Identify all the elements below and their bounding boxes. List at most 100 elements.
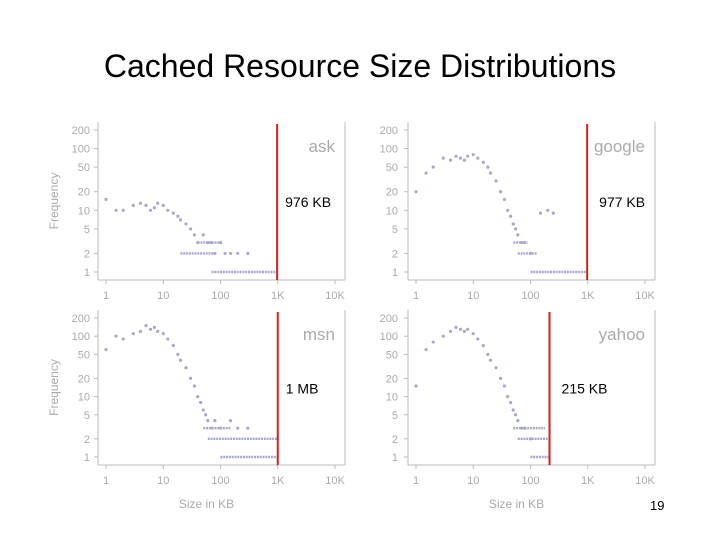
chart-google-point bbox=[481, 160, 485, 164]
chart-msn-point bbox=[201, 408, 205, 412]
chart-msn-y-tick-label: 20 bbox=[78, 373, 90, 385]
chart-msn-point bbox=[166, 337, 170, 341]
chart-msn-point bbox=[156, 329, 160, 334]
chart-msn-y-tick-label: 100 bbox=[72, 331, 90, 343]
chart-yahoo-point bbox=[431, 340, 435, 344]
chart-yahoo-x-tick-label: 10 bbox=[467, 475, 479, 487]
chart-yahoo-point bbox=[511, 408, 515, 412]
chart-ask-y-tick-label: 2 bbox=[84, 248, 90, 260]
chart-msn-point bbox=[121, 337, 125, 341]
chart-msn-point bbox=[204, 413, 208, 417]
chart-yahoo-x-tick-label: 100 bbox=[521, 475, 539, 487]
chart-ask-point bbox=[152, 206, 156, 210]
chart-msn-x-tick-label: 100 bbox=[211, 475, 229, 487]
chart-msn-y-axis-label: Frequency bbox=[47, 359, 61, 416]
chart-yahoo-y-tick-label: 1 bbox=[392, 452, 398, 464]
chart-msn-point bbox=[184, 366, 188, 370]
chart-google-point bbox=[458, 156, 463, 160]
chart-yahoo-point bbox=[462, 329, 466, 334]
chart-yahoo-point bbox=[516, 419, 520, 423]
chart-yahoo-x-tick-label: 1 bbox=[413, 475, 419, 487]
chart-google-point bbox=[498, 190, 503, 194]
chart-ask-point bbox=[176, 214, 180, 218]
chart-yahoo-point bbox=[488, 358, 493, 362]
chart-google-y-tick-label: 5 bbox=[392, 224, 398, 236]
chart-ask-x-tick-label: 1 bbox=[103, 290, 109, 302]
chart-msn-point bbox=[131, 332, 135, 336]
chart-msn-point bbox=[236, 426, 240, 430]
chart-ask-x-tick-label: 10 bbox=[157, 290, 169, 302]
chart-google-point bbox=[516, 233, 520, 237]
chart-yahoo-point bbox=[454, 325, 458, 329]
chart-yahoo-x-tick-label: 10K bbox=[635, 475, 655, 487]
chart-msn-point bbox=[161, 332, 165, 336]
chart-msn-point bbox=[206, 419, 210, 423]
chart-google-point bbox=[538, 211, 543, 215]
chart-google-point bbox=[511, 222, 515, 226]
chart-ask-site-label: ask bbox=[309, 137, 336, 156]
chart-ask-point bbox=[156, 201, 160, 205]
chart-yahoo-y-tick-label: 20 bbox=[386, 373, 398, 385]
chart-google-y-tick-label: 200 bbox=[380, 125, 398, 137]
chart-yahoo-point bbox=[494, 366, 498, 370]
chart-google-point bbox=[414, 190, 418, 194]
chart-msn-point bbox=[144, 323, 148, 328]
chart-yahoo-y-tick-label: 200 bbox=[380, 313, 398, 325]
chart-google-y-tick-label: 50 bbox=[386, 162, 398, 174]
chart-yahoo-point bbox=[481, 343, 485, 348]
chart-google-x-tick-label: 100 bbox=[521, 290, 539, 302]
chart-ask-point bbox=[188, 227, 193, 231]
chart-google-point bbox=[454, 154, 458, 158]
chart-yahoo-x-tick-label: 1K bbox=[581, 475, 595, 487]
chart-yahoo-point bbox=[448, 329, 453, 334]
slide-title: Cached Resource Size Distributions bbox=[103, 48, 617, 84]
chart-yahoo-point bbox=[458, 327, 463, 331]
chart-google-site-label: google bbox=[594, 137, 645, 156]
chart-msn-point bbox=[228, 419, 233, 423]
chart-yahoo-point bbox=[486, 352, 490, 356]
chart-yahoo-point bbox=[466, 327, 470, 331]
chart-google-point bbox=[502, 197, 506, 202]
chart-msn-point bbox=[176, 352, 180, 356]
chart-google-point bbox=[551, 211, 555, 215]
chart-yahoo-point bbox=[414, 384, 418, 388]
chart-ask-point bbox=[192, 233, 196, 237]
chart-yahoo-point bbox=[498, 376, 503, 381]
chart-msn-x-tick-label: 1K bbox=[271, 475, 285, 487]
chart-google-point bbox=[476, 156, 480, 160]
chart-msn-y-tick-label: 5 bbox=[84, 410, 90, 422]
chart-ask-point bbox=[144, 203, 148, 208]
chart-yahoo-point bbox=[424, 347, 428, 352]
chart-google-cutoff-label: 977 KB bbox=[599, 194, 645, 210]
chart-msn-y-tick-label: 2 bbox=[84, 434, 90, 446]
chart-google-x-tick-label: 1K bbox=[581, 290, 595, 302]
chart-msn-x-tick-label: 1 bbox=[103, 475, 109, 487]
chart-ask-x-tick-label: 10K bbox=[325, 290, 345, 302]
chart-msn-point bbox=[152, 325, 156, 329]
chart-ask-point bbox=[171, 211, 175, 215]
chart-msn-point bbox=[104, 347, 108, 352]
chart-yahoo-point bbox=[509, 400, 513, 405]
chart-google-y-tick-label: 2 bbox=[392, 248, 398, 260]
chart-msn-x-tick-label: 10 bbox=[157, 475, 169, 487]
chart-ask-point bbox=[114, 208, 118, 212]
chart-google-y-tick-label: 10 bbox=[386, 205, 398, 217]
chart-ask-point bbox=[138, 201, 143, 205]
chart-msn-x-tick-label: 10K bbox=[325, 475, 345, 487]
chart-yahoo-site-label: yahoo bbox=[599, 325, 645, 344]
chart-msn-point bbox=[196, 394, 200, 399]
chart-google-point bbox=[466, 154, 470, 158]
chart-google-point bbox=[488, 171, 493, 175]
chart-ask-y-tick-label: 5 bbox=[84, 224, 90, 236]
chart-google-point bbox=[494, 179, 498, 183]
chart-google-point bbox=[462, 158, 466, 162]
chart-ask-y-tick-label: 10 bbox=[78, 205, 90, 217]
chart-google-x-tick-label: 10K bbox=[635, 290, 655, 302]
chart-msn-x-axis-label: Size in KB bbox=[179, 497, 234, 511]
chart-ask-point bbox=[121, 208, 125, 212]
chart-yahoo-y-tick-label: 5 bbox=[392, 410, 398, 422]
chart-yahoo-point bbox=[471, 332, 475, 336]
chart-msn-point bbox=[188, 376, 193, 381]
chart-ask-y-tick-label: 20 bbox=[78, 187, 90, 199]
